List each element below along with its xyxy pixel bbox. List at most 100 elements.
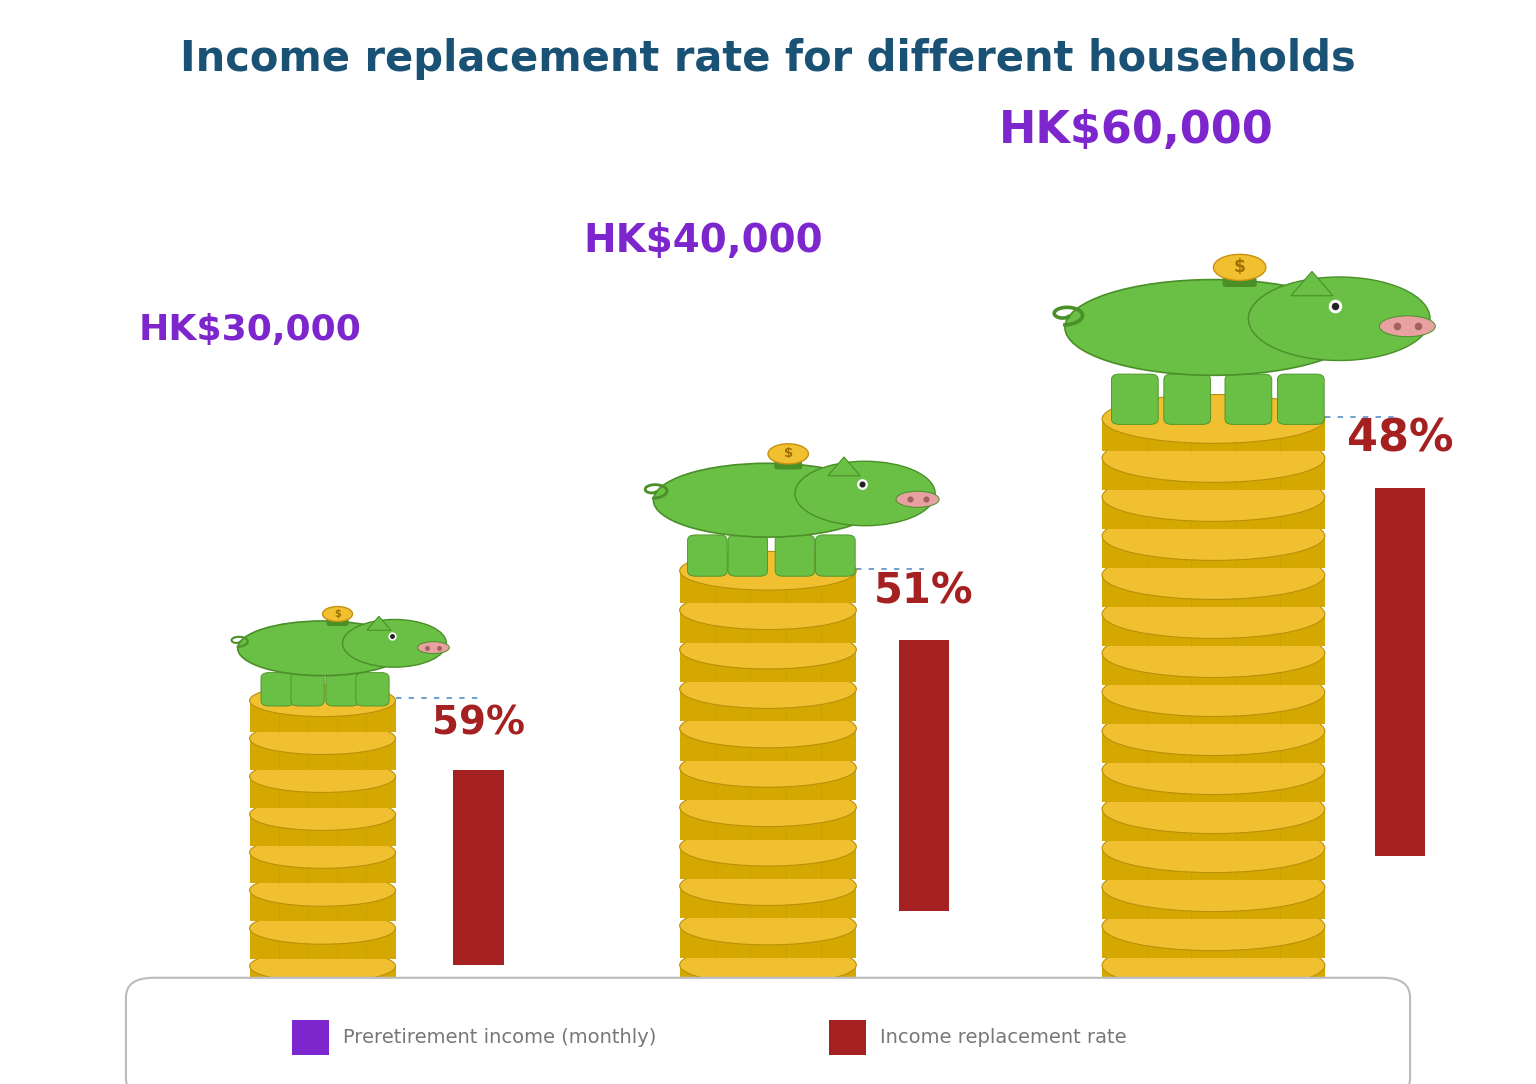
Ellipse shape — [238, 621, 407, 675]
Polygon shape — [249, 738, 395, 770]
Text: $: $ — [1233, 258, 1246, 276]
Ellipse shape — [653, 463, 883, 537]
Polygon shape — [1375, 488, 1425, 856]
Ellipse shape — [679, 867, 857, 905]
Polygon shape — [367, 617, 390, 630]
Polygon shape — [249, 966, 395, 997]
Ellipse shape — [679, 978, 857, 1017]
Polygon shape — [1101, 770, 1324, 802]
Polygon shape — [679, 808, 856, 840]
Ellipse shape — [1103, 824, 1324, 873]
Ellipse shape — [418, 642, 450, 654]
Ellipse shape — [249, 981, 395, 1014]
Ellipse shape — [1103, 512, 1324, 560]
Ellipse shape — [679, 630, 857, 669]
Ellipse shape — [1249, 278, 1430, 361]
Polygon shape — [249, 700, 395, 732]
Polygon shape — [899, 640, 949, 911]
FancyBboxPatch shape — [327, 619, 349, 627]
Ellipse shape — [249, 837, 395, 868]
Text: Income replacement rate: Income replacement rate — [880, 1028, 1127, 1047]
Polygon shape — [1101, 653, 1324, 685]
FancyBboxPatch shape — [776, 534, 814, 577]
FancyBboxPatch shape — [126, 978, 1410, 1084]
Text: HK$30,000: HK$30,000 — [138, 313, 361, 347]
Ellipse shape — [1379, 315, 1435, 337]
Text: 51%: 51% — [874, 570, 974, 612]
FancyBboxPatch shape — [292, 1020, 329, 1055]
Polygon shape — [1101, 535, 1324, 568]
Ellipse shape — [679, 945, 857, 984]
Text: $: $ — [783, 448, 793, 461]
Ellipse shape — [679, 709, 857, 748]
Ellipse shape — [249, 685, 395, 717]
Ellipse shape — [895, 491, 938, 507]
Ellipse shape — [1103, 902, 1324, 951]
Ellipse shape — [1103, 473, 1324, 521]
Polygon shape — [249, 776, 395, 808]
Ellipse shape — [796, 462, 935, 526]
FancyBboxPatch shape — [1226, 374, 1272, 424]
Ellipse shape — [679, 591, 857, 630]
Text: $: $ — [335, 609, 341, 619]
Polygon shape — [249, 890, 395, 921]
Polygon shape — [1101, 731, 1324, 763]
Polygon shape — [1101, 575, 1324, 607]
Ellipse shape — [679, 749, 857, 787]
Polygon shape — [1101, 809, 1324, 841]
Polygon shape — [249, 814, 395, 846]
Ellipse shape — [1103, 746, 1324, 795]
Ellipse shape — [1103, 863, 1324, 912]
Text: HK$60,000: HK$60,000 — [998, 108, 1273, 152]
Ellipse shape — [679, 827, 857, 866]
FancyBboxPatch shape — [816, 534, 856, 577]
Polygon shape — [679, 926, 856, 958]
Ellipse shape — [679, 906, 857, 945]
Polygon shape — [1101, 457, 1324, 490]
Ellipse shape — [1103, 434, 1324, 482]
Ellipse shape — [1103, 668, 1324, 717]
Polygon shape — [679, 610, 856, 643]
Polygon shape — [679, 649, 856, 682]
Ellipse shape — [679, 670, 857, 708]
Polygon shape — [679, 728, 856, 761]
Polygon shape — [679, 571, 856, 603]
Text: Income replacement rate for different households: Income replacement rate for different ho… — [180, 38, 1356, 80]
Ellipse shape — [249, 723, 395, 754]
Polygon shape — [1101, 692, 1324, 724]
Ellipse shape — [249, 913, 395, 944]
FancyBboxPatch shape — [290, 672, 324, 706]
FancyBboxPatch shape — [829, 1020, 866, 1055]
Ellipse shape — [768, 443, 808, 464]
FancyBboxPatch shape — [1112, 374, 1158, 424]
Ellipse shape — [1103, 785, 1324, 834]
FancyBboxPatch shape — [774, 461, 802, 469]
Polygon shape — [1101, 926, 1324, 958]
Polygon shape — [1101, 848, 1324, 880]
Ellipse shape — [249, 951, 395, 982]
FancyBboxPatch shape — [356, 672, 389, 706]
Polygon shape — [1101, 496, 1324, 529]
Polygon shape — [679, 965, 856, 997]
Ellipse shape — [1213, 255, 1266, 281]
Ellipse shape — [1103, 551, 1324, 599]
FancyBboxPatch shape — [728, 534, 768, 577]
Polygon shape — [679, 886, 856, 918]
Ellipse shape — [679, 552, 857, 590]
Text: 48%: 48% — [1347, 417, 1453, 461]
Polygon shape — [828, 457, 860, 476]
FancyBboxPatch shape — [1223, 278, 1256, 287]
Ellipse shape — [249, 799, 395, 830]
FancyBboxPatch shape — [261, 672, 295, 706]
Polygon shape — [453, 770, 504, 965]
Ellipse shape — [249, 875, 395, 906]
Ellipse shape — [343, 619, 447, 668]
Polygon shape — [249, 852, 395, 883]
Polygon shape — [1101, 965, 1324, 997]
Polygon shape — [679, 767, 856, 800]
Ellipse shape — [323, 607, 352, 621]
Polygon shape — [679, 689, 856, 721]
Text: 59%: 59% — [432, 705, 525, 743]
Polygon shape — [1292, 271, 1333, 296]
Polygon shape — [1101, 418, 1324, 451]
